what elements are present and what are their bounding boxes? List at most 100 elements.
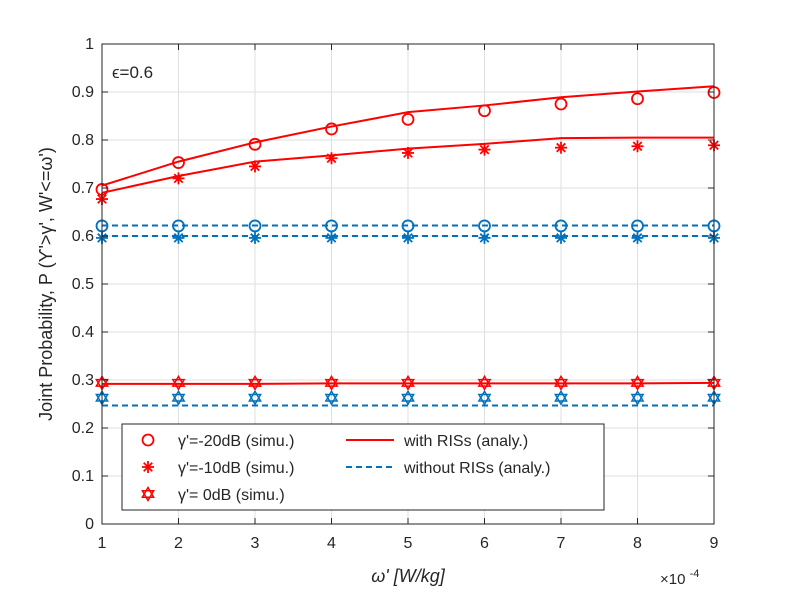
hexagram-marker xyxy=(401,389,415,406)
annotation-epsilon: ϵ=0.6 xyxy=(112,63,153,82)
hexagram-up-triangle xyxy=(141,486,155,498)
y-tick-label: 0.7 xyxy=(72,180,94,197)
x-multiplier-base: ×10 xyxy=(660,571,685,588)
hexagram-down-triangle xyxy=(630,378,645,391)
asterisk-marker xyxy=(142,461,154,473)
asterisk-stroke xyxy=(479,233,490,243)
x-axis-label: ω' [W/kg] xyxy=(371,566,445,586)
x-multiplier: ×10 -4 xyxy=(660,568,699,588)
hexagram-marker xyxy=(630,374,645,391)
asterisk-stroke xyxy=(632,233,643,243)
x-tick-label: 4 xyxy=(327,535,336,552)
hexagram-marker xyxy=(630,389,645,406)
circle-marker xyxy=(248,137,262,151)
y-tick-label: 1 xyxy=(85,36,94,53)
legend-entry-0: γ'=-20dB (simu.) xyxy=(141,433,294,450)
y-tick-label: 0.5 xyxy=(72,276,94,293)
series-line-0 xyxy=(101,85,715,187)
y-axis-label: Joint Probability, P (ϒ'>γ', W'<=ω') xyxy=(36,147,56,421)
y-tick-label: 0.3 xyxy=(72,372,94,389)
x-tick-label: 6 xyxy=(480,535,489,552)
asterisk-marker xyxy=(172,231,185,244)
legend-label: γ'=-10dB (simu.) xyxy=(178,460,294,477)
hexagram-up-triangle xyxy=(630,389,645,402)
circle-marker xyxy=(401,219,415,233)
hexagram-marker xyxy=(141,486,155,502)
asterisk-marker xyxy=(249,160,261,173)
circle-marker xyxy=(631,219,644,233)
asterisk-stroke xyxy=(403,233,413,243)
y-tick-label: 0.6 xyxy=(72,228,94,245)
hexagram-down-triangle xyxy=(477,393,492,406)
y-tick-label: 0 xyxy=(85,516,94,533)
legend-label: with RISs (analy.) xyxy=(403,433,528,450)
hexagram-up-triangle xyxy=(477,374,492,387)
y-tick-label: 0.2 xyxy=(72,420,94,437)
legend: γ'=-20dB (simu.) with RISs (analy.) γ'=-10… xyxy=(121,423,605,511)
asterisk-marker xyxy=(631,231,644,244)
legend-entry-3: without RISs (analy.) xyxy=(346,460,550,477)
hexagram-up-triangle xyxy=(171,374,186,387)
hexagram-down-triangle xyxy=(630,393,645,406)
x-multiplier-exponent: -4 xyxy=(690,568,700,580)
y-tick-label: 0.8 xyxy=(72,132,94,149)
hexagram-down-triangle xyxy=(554,378,568,391)
x-tick-label: 3 xyxy=(251,535,260,552)
y-tick-label: 0.1 xyxy=(72,468,94,485)
x-tick-label: 9 xyxy=(710,535,719,552)
hexagram-down-triangle xyxy=(248,393,262,406)
asterisk-stroke xyxy=(556,142,566,153)
circle-marker xyxy=(478,219,491,233)
hexagram-marker xyxy=(477,374,492,391)
circle-marker xyxy=(554,97,568,111)
circle-marker xyxy=(325,122,338,136)
legend-entry-4: γ'= 0dB (simu.) xyxy=(141,486,285,504)
legend-label: without RISs (analy.) xyxy=(403,460,550,477)
series-line-2 xyxy=(102,381,715,385)
asterisk-stroke xyxy=(173,233,184,243)
asterisk-stroke xyxy=(326,153,337,164)
asterisk-marker xyxy=(555,141,567,154)
hexagram-marker xyxy=(248,389,262,406)
hexagram-marker xyxy=(171,389,186,406)
x-tick-label: 2 xyxy=(174,535,183,552)
asterisk-stroke xyxy=(143,462,153,472)
hexagram-down-triangle xyxy=(324,378,339,391)
ticks: 1 2 3 4 5 6 7 8 9 0 0.1 0.2 0.3 0.4 0.5 0.6 0.7 0.8 0.9 1 xyxy=(72,36,719,552)
hexagram-up-triangle xyxy=(477,389,492,402)
hexagram-up-triangle xyxy=(324,374,339,387)
y-tick-label: 0.9 xyxy=(72,84,94,101)
circle-marker xyxy=(554,219,568,233)
asterisk-stroke xyxy=(173,173,184,184)
circle-marker xyxy=(248,219,262,233)
hexagram-marker xyxy=(554,389,568,406)
circle-marker xyxy=(325,219,338,233)
hexagram-marker xyxy=(554,374,568,391)
hexagram-down-triangle xyxy=(401,378,415,391)
legend-entry-2: γ'=-10dB (simu.) xyxy=(142,460,294,477)
hexagram-down-triangle xyxy=(324,393,339,406)
x-tick-label: 7 xyxy=(557,535,566,552)
x-tick-label: 5 xyxy=(404,535,413,552)
hexagram-marker xyxy=(171,374,186,391)
circle-marker xyxy=(172,219,185,233)
circle-marker xyxy=(478,104,491,118)
series-markers-10 xyxy=(96,231,720,244)
hexagram-down-triangle xyxy=(477,378,492,391)
circle-marker xyxy=(172,156,185,169)
circle-marker xyxy=(631,92,644,106)
legend-entry-1: with RISs (analy.) xyxy=(346,433,528,450)
hexagram-up-triangle xyxy=(324,389,339,402)
hexagram-up-triangle xyxy=(171,389,186,402)
asterisk-marker xyxy=(325,231,338,244)
asterisk-stroke xyxy=(403,148,413,158)
asterisk-stroke xyxy=(250,233,260,243)
hexagram-up-triangle xyxy=(401,374,415,387)
y-tick-label: 0.4 xyxy=(72,324,94,341)
hexagram-down-triangle xyxy=(248,378,262,391)
circle-marker xyxy=(141,433,155,447)
hexagram-up-triangle xyxy=(554,374,568,387)
legend-label: γ'= 0dB (simu.) xyxy=(178,487,285,504)
asterisk-stroke xyxy=(479,144,490,155)
